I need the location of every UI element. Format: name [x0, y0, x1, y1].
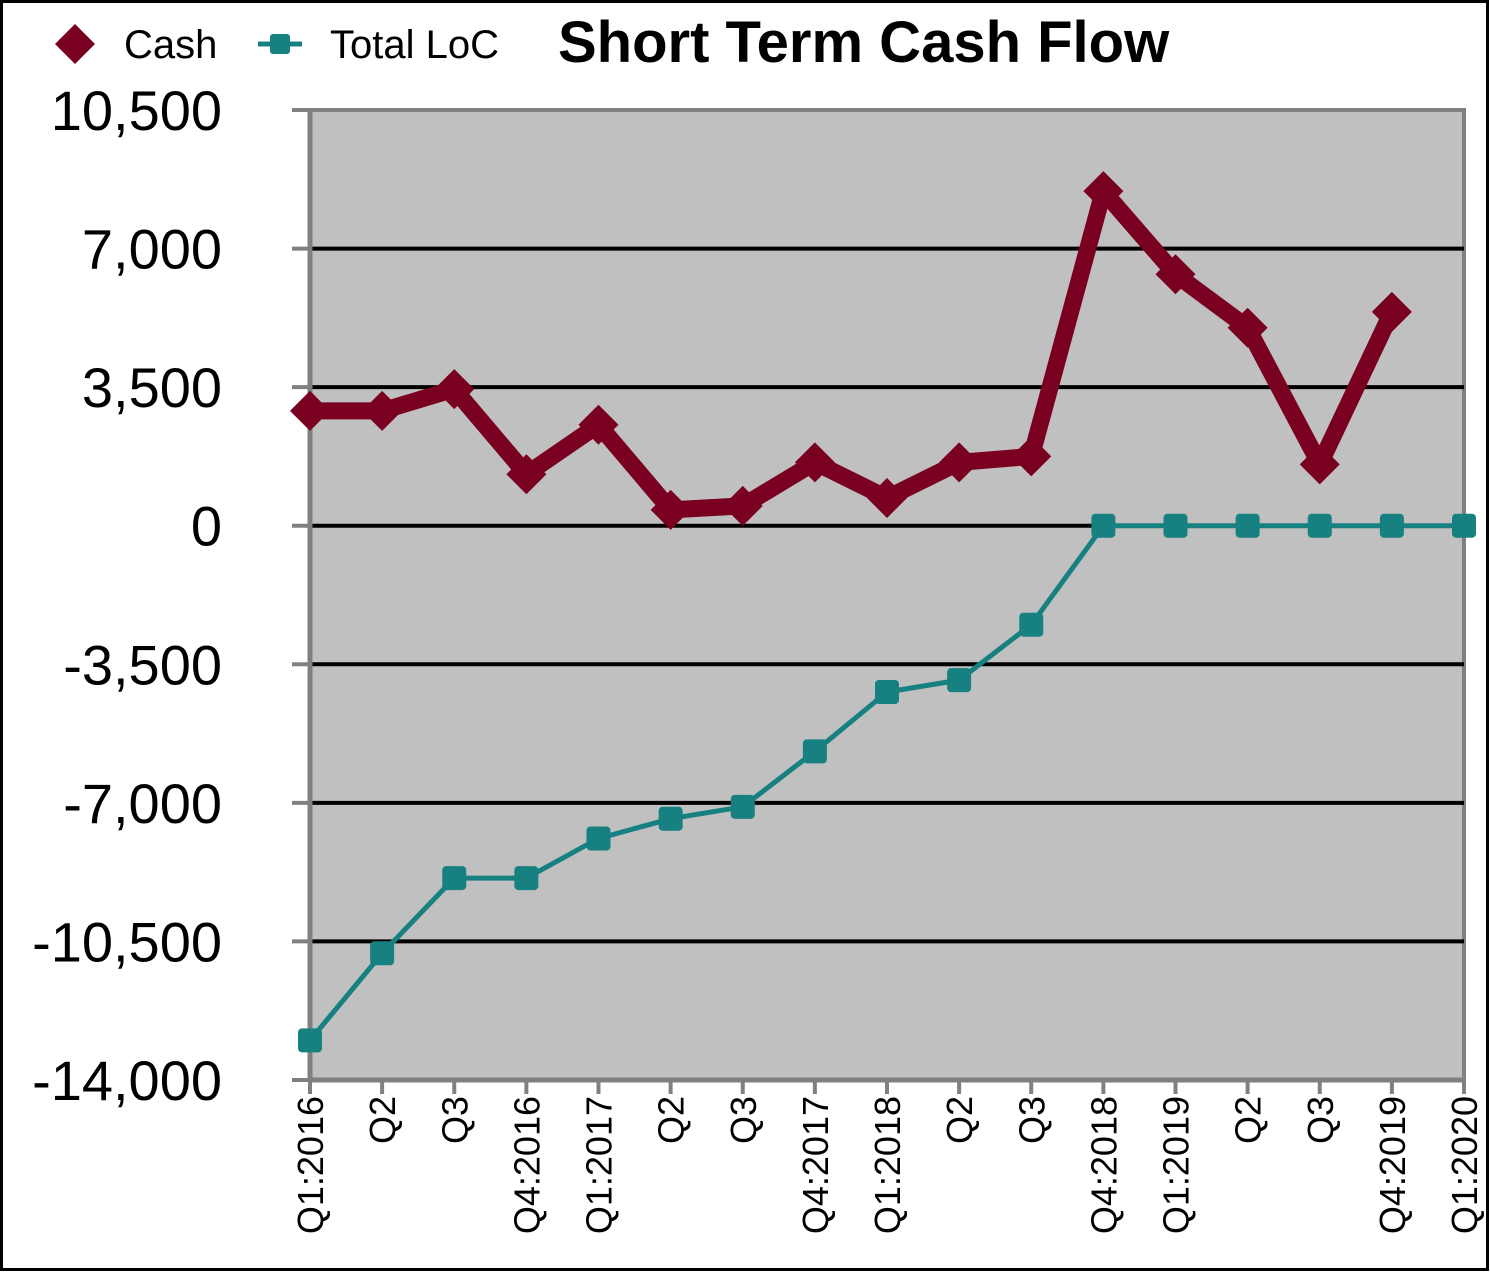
- x-tick-label: Q3: [434, 1096, 475, 1144]
- data-point-total-loc: [875, 680, 899, 704]
- data-point-cash: [1299, 444, 1340, 485]
- data-point-cash: [434, 369, 475, 410]
- plot-background: [308, 108, 1466, 1082]
- x-tick-label: Q3: [1011, 1096, 1052, 1144]
- x-tick-label: Q1:2020: [1444, 1096, 1485, 1234]
- x-tick-label: Q1:2018: [867, 1096, 908, 1234]
- data-point-total-loc: [1307, 513, 1332, 538]
- data-point-cash: [578, 404, 619, 445]
- data-point-total-loc: [658, 806, 683, 831]
- y-tick-label: -7,000: [63, 772, 222, 835]
- data-point-total-loc: [802, 739, 827, 764]
- y-tick-label: 3,500: [82, 356, 222, 419]
- legend-label-cash: Cash: [124, 23, 217, 67]
- data-point-cash: [939, 442, 980, 483]
- y-tick-label: 0: [191, 495, 222, 558]
- y-tick-label: 10,500: [51, 79, 222, 142]
- data-point-total-loc: [298, 1028, 322, 1053]
- data-point-total-loc: [370, 941, 395, 966]
- series-total-loc: [298, 513, 1476, 1053]
- plot-area: [308, 108, 1466, 1082]
- data-point-total-loc: [442, 866, 467, 891]
- x-tick-label: Q1:2016: [290, 1096, 331, 1234]
- series: [290, 171, 1476, 1053]
- x-tick-label: Q4:2018: [1083, 1096, 1124, 1234]
- y-tick-label: -3,500: [63, 633, 222, 696]
- data-point-cash: [1155, 254, 1196, 295]
- series-cash: [290, 171, 1412, 530]
- x-tick-label: Q4:2019: [1372, 1096, 1413, 1234]
- x-tick-label: Q4:2016: [506, 1096, 547, 1234]
- data-point-total-loc: [730, 794, 755, 819]
- x-tick-label: Q2: [362, 1096, 403, 1144]
- x-tick-label: Q3: [723, 1096, 764, 1144]
- data-point-cash: [1227, 307, 1268, 348]
- chart-title: Short Term Cash Flow: [558, 10, 1170, 75]
- data-point-total-loc: [1452, 513, 1476, 538]
- legend: Cash Total LoC: [55, 23, 499, 67]
- y-axis: 10,500 7,000 3,500 0 -3,500 -7,000 -10,500 -14,…: [32, 79, 313, 1112]
- data-point-cash: [1011, 436, 1052, 477]
- data-point-total-loc: [1163, 513, 1188, 538]
- data-point-cash: [722, 485, 763, 526]
- x-tick-label: Q1:2017: [579, 1096, 620, 1234]
- data-point-cash: [867, 478, 907, 518]
- data-point-total-loc: [1379, 513, 1404, 538]
- data-point-total-loc: [514, 866, 539, 891]
- legend-item-total-loc: Total LoC: [258, 23, 499, 67]
- data-point-cash: [1371, 291, 1412, 332]
- data-point-cash: [362, 390, 403, 431]
- y-tick-label: -10,500: [32, 910, 222, 973]
- data-point-cash: [506, 454, 547, 495]
- x-tick-label: Q2: [1228, 1096, 1269, 1144]
- x-tick-label: Q2: [651, 1096, 692, 1144]
- data-point-cash: [794, 442, 835, 483]
- x-tick-label: Q3: [1300, 1096, 1341, 1144]
- series-line-cash: [301, 182, 1401, 519]
- data-point-cash: [290, 390, 330, 431]
- legend-item-cash: Cash: [55, 23, 217, 67]
- data-point-total-loc: [1235, 513, 1260, 538]
- data-point-total-loc: [586, 826, 611, 851]
- data-point-total-loc: [1091, 513, 1116, 538]
- data-point-cash: [650, 489, 691, 530]
- x-tick-label: Q2: [939, 1096, 980, 1144]
- data-point-total-loc: [1019, 612, 1044, 637]
- x-tick-label: Q1:2019: [1156, 1096, 1197, 1234]
- y-tick-label: -14,000: [32, 1049, 222, 1112]
- legend-label-total-loc: Total LoC: [330, 23, 499, 67]
- x-tick-label: Q4:2017: [795, 1096, 836, 1234]
- legend-marker-cash: [55, 24, 95, 64]
- data-point-cash: [1083, 171, 1124, 212]
- x-axis: Q1:2016 Q2 Q3 Q4:2016 Q1:2017 Q2 Q3 Q4:2017 Q1:2…: [290, 1077, 1485, 1234]
- data-point-total-loc: [947, 668, 972, 693]
- legend-marker-total-loc: [270, 34, 290, 54]
- y-tick-label: 7,000: [82, 218, 222, 281]
